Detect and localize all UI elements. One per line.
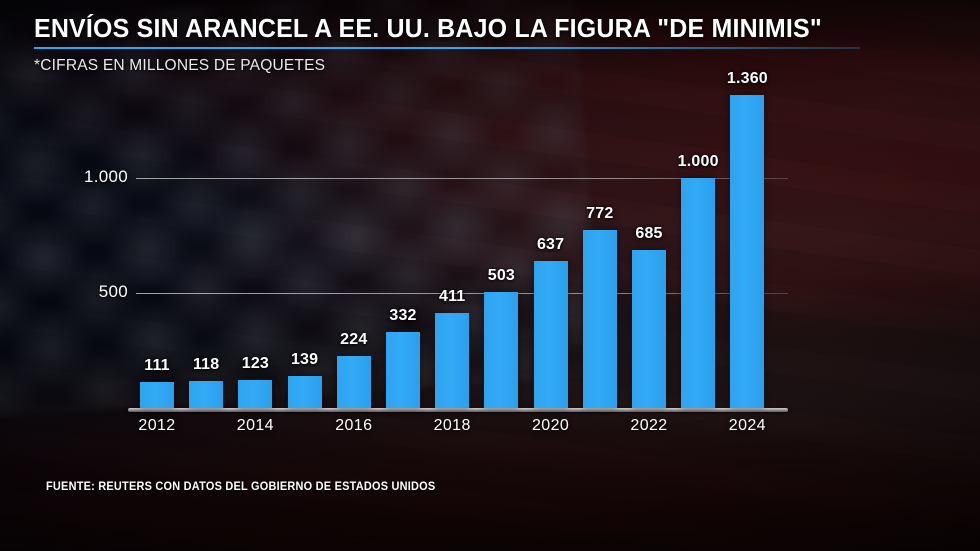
page-title: ENVÍOS SIN ARANCEL A EE. UU. BAJO LA FIG… [34, 13, 822, 43]
bar-2020[interactable] [533, 261, 568, 408]
x-axis-tick-2018: 2018 [433, 417, 471, 434]
bar-2022[interactable] [632, 250, 666, 408]
bar-value-label-2023: 1.000 [677, 153, 719, 170]
x-axis-tick-2024: 2024 [728, 417, 766, 434]
gridline-500 [136, 293, 788, 294]
x-axis-tick-2020: 2020 [531, 417, 570, 434]
bar-value-label-2014: 123 [241, 354, 270, 372]
bar-value-label-2021: 772 [586, 205, 614, 223]
bar-value-label-2019: 503 [487, 267, 516, 285]
bar-2017[interactable] [386, 331, 420, 408]
bar-2019[interactable] [484, 292, 519, 408]
bar-value-label-2017: 332 [389, 306, 417, 324]
bar-2024[interactable] [730, 95, 765, 408]
y-axis-label-500: 500 [98, 282, 128, 301]
y-axis-label-1000: 1.000 [83, 167, 128, 186]
bar-value-label-2016: 224 [340, 331, 368, 349]
bar-2014[interactable] [238, 379, 273, 408]
header: ENVÍOS SIN ARANCEL A EE. UU. BAJO LA FIG… [34, 14, 956, 75]
bar-value-label-2018: 411 [438, 288, 466, 306]
bar-value-label-2020: 637 [536, 236, 565, 254]
bar-2021[interactable] [582, 230, 617, 408]
x-axis-tick-2016: 2016 [335, 417, 373, 434]
bar-2018[interactable] [435, 313, 470, 408]
bar-2023[interactable] [681, 178, 716, 408]
x-axis-tick-2012: 2012 [138, 417, 176, 434]
bar-2013[interactable] [189, 380, 224, 408]
title-divider [34, 47, 860, 50]
bar-value-label-2012: 111 [144, 357, 170, 375]
x-axis-tick-2014: 2014 [236, 417, 274, 434]
bar-value-label-2013: 118 [192, 355, 220, 373]
axis-baseline [128, 408, 788, 412]
bar-2016[interactable] [336, 356, 371, 408]
bar-2012[interactable] [140, 382, 174, 408]
bar-value-label-2015: 139 [290, 351, 319, 369]
bar-value-label-2024: 1.360 [726, 70, 768, 88]
bar-value-label-2022: 685 [635, 225, 663, 243]
bar-2015[interactable] [287, 376, 322, 408]
source-note: FUENTE: REUTERS CON DATOS DEL GOBIERNO D… [46, 481, 436, 493]
x-axis-tick-2022: 2022 [630, 417, 668, 434]
gridline-1000 [136, 178, 788, 179]
page-subtitle: *CIFRAS EN MILLONES DE PAQUETES [34, 57, 326, 75]
